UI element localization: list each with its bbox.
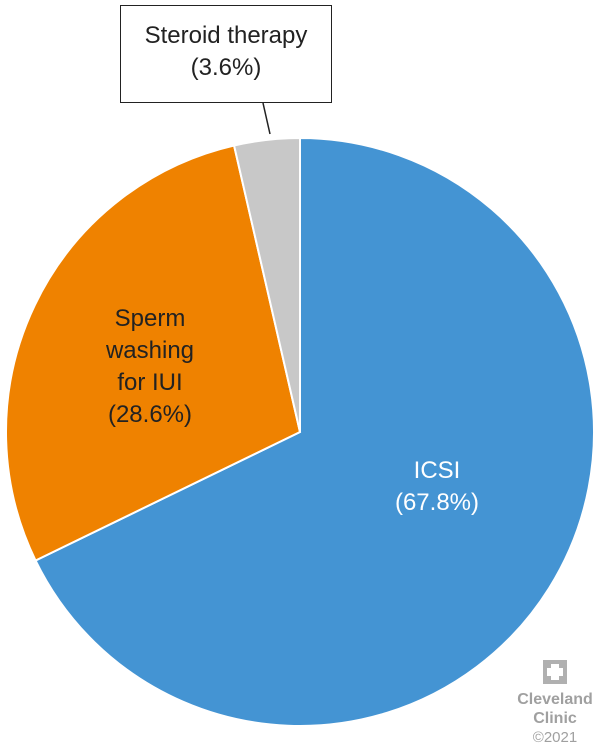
value-label: (67.8%): [394, 489, 480, 516]
category-label: Sperm washing for IUI: [105, 305, 195, 396]
logo-cross-h: [547, 668, 563, 676]
callout-box: [120, 5, 332, 103]
logo-copyright: ©2021: [532, 729, 578, 746]
slice-label: Sperm washing for IUI (28.6%): [95, 303, 205, 431]
logo: Cleveland Clinic ©2021: [505, 690, 600, 747]
value-label: (3.6%): [190, 54, 262, 81]
category-label: Steroid therapy: [144, 22, 308, 49]
pie-slice: [232, 136, 301, 433]
pie-slice: [34, 136, 595, 727]
logo-icon: [543, 660, 567, 684]
category-label: ICSI: [413, 457, 461, 484]
value-label: (28.6%): [107, 401, 193, 428]
slice-label: ICSI (67.8%): [337, 455, 537, 519]
callout-line: [262, 102, 271, 135]
pie-slice: [5, 144, 302, 562]
slice-label: Steroid therapy (3.6%): [120, 20, 332, 84]
logo-name: Cleveland Clinic: [517, 691, 593, 727]
